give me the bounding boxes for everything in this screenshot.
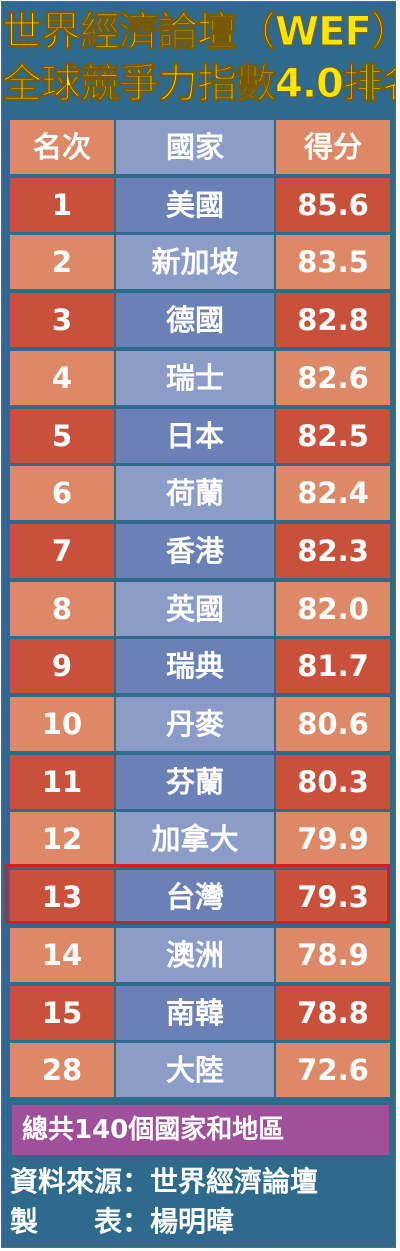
rank-cell: 3 [10, 293, 114, 347]
country-cell: 南韓 [116, 986, 274, 1040]
score-cell: 80.6 [276, 697, 390, 751]
table-row: 15 南韓 78.8 [10, 986, 390, 1040]
table-row: 13 台灣 79.3 [10, 870, 390, 924]
rank-cell: 2 [10, 235, 114, 289]
country-cell: 新加坡 [116, 235, 274, 289]
table-row: 28 大陸 72.6 [10, 1043, 390, 1097]
country-cell: 德國 [116, 293, 274, 347]
table-row: 1 美國 85.6 [10, 178, 390, 232]
country-cell: 大陸 [116, 1043, 274, 1097]
title-line-2: 全球競爭力指數4.0排名 [2, 61, 396, 108]
table-row: 14 澳洲 78.9 [10, 928, 390, 982]
header-rank: 名次 [10, 120, 114, 174]
country-cell: 瑞士 [116, 351, 274, 405]
header-country: 國家 [116, 120, 274, 174]
header-row: 名次 國家 得分 [10, 120, 390, 174]
score-cell: 78.8 [276, 986, 390, 1040]
score-cell: 79.3 [276, 870, 390, 924]
table-row: 5 日本 82.5 [10, 409, 390, 463]
header-score: 得分 [276, 120, 390, 174]
country-cell: 丹麥 [116, 697, 274, 751]
table-row: 9 瑞典 81.7 [10, 639, 390, 693]
table-row: 8 英國 82.0 [10, 582, 390, 636]
rank-cell: 1 [10, 178, 114, 232]
score-cell: 82.6 [276, 351, 390, 405]
country-cell: 芬蘭 [116, 755, 274, 809]
score-cell: 82.5 [276, 409, 390, 463]
rank-cell: 14 [10, 928, 114, 982]
rank-cell: 7 [10, 524, 114, 578]
table-row: 3 德國 82.8 [10, 293, 390, 347]
table-row: 7 香港 82.3 [10, 524, 390, 578]
rank-cell: 13 [10, 870, 114, 924]
rank-cell: 6 [10, 466, 114, 520]
rank-cell: 9 [10, 639, 114, 693]
score-cell: 82.3 [276, 524, 390, 578]
maker-note: 製 表：楊明暐 [10, 1205, 235, 1238]
total-countries-note: 總共140個國家和地區 [12, 1105, 389, 1155]
country-cell: 澳洲 [116, 928, 274, 982]
country-cell: 美國 [116, 178, 274, 232]
score-cell: 80.3 [276, 755, 390, 809]
score-cell: 72.6 [276, 1043, 390, 1097]
country-cell: 香港 [116, 524, 274, 578]
table-row: 2 新加坡 83.5 [10, 235, 390, 289]
table-row: 11 芬蘭 80.3 [10, 755, 390, 809]
title-line-1: 世界經濟論壇（WEF） [2, 9, 396, 56]
country-cell: 瑞典 [116, 639, 274, 693]
country-cell: 日本 [116, 409, 274, 463]
score-cell: 78.9 [276, 928, 390, 982]
table-row: 12 加拿大 79.9 [10, 812, 390, 866]
taiwan-highlight-box [5, 864, 390, 924]
table-row: 10 丹麥 80.6 [10, 697, 390, 751]
table-row: 6 荷蘭 82.4 [10, 466, 390, 520]
rank-cell: 28 [10, 1043, 114, 1097]
score-cell: 82.0 [276, 582, 390, 636]
table-row: 4 瑞士 82.6 [10, 351, 390, 405]
country-cell: 加拿大 [116, 812, 274, 866]
score-cell: 81.7 [276, 639, 390, 693]
rank-cell: 10 [10, 697, 114, 751]
rank-cell: 15 [10, 986, 114, 1040]
rank-cell: 4 [10, 351, 114, 405]
score-cell: 85.6 [276, 178, 390, 232]
source-note: 資料來源：世界經濟論壇 [10, 1165, 319, 1198]
score-cell: 79.9 [276, 812, 390, 866]
rank-cell: 11 [10, 755, 114, 809]
ranking-table: 名次 國家 得分 1 美國 85.6 2 新加坡 83.5 3 德國 82.8 4 瑞士 82.6 5 日… [10, 120, 390, 1103]
score-cell: 83.5 [276, 235, 390, 289]
score-cell: 82.4 [276, 466, 390, 520]
country-cell: 荷蘭 [116, 466, 274, 520]
score-cell: 82.8 [276, 293, 390, 347]
rank-cell: 12 [10, 812, 114, 866]
country-cell: 台灣 [116, 870, 274, 924]
country-cell: 英國 [116, 582, 274, 636]
rank-cell: 8 [10, 582, 114, 636]
rank-cell: 5 [10, 409, 114, 463]
